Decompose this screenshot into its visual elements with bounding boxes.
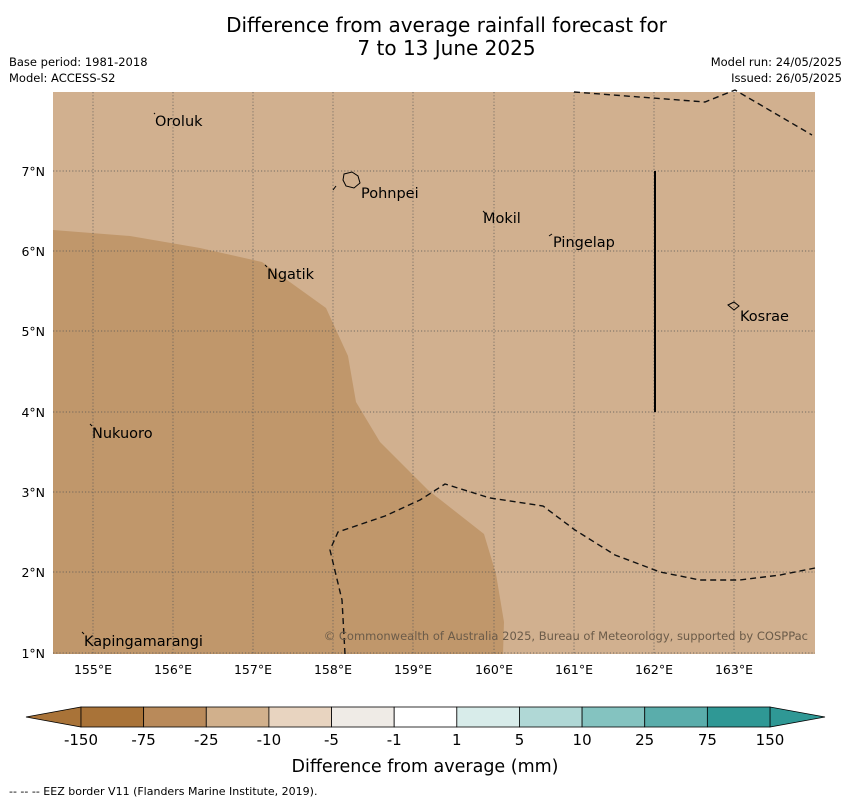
title-line-2: 7 to 13 June 2025 (357, 36, 536, 60)
colorbar-tick: -150 (64, 731, 98, 749)
colorbar-tick: 150 (756, 731, 785, 749)
colorbar-extend-low (25, 706, 82, 728)
lat-axis: 7°N 6°N 5°N 4°N 3°N 2°N 1°N (21, 164, 45, 661)
place-nukuoro: Nukuoro (92, 426, 153, 442)
colorbar-bin (80, 706, 145, 728)
colorbar-tick: -5 (324, 731, 339, 749)
rainfall-deficit-region (53, 230, 504, 654)
lon-label: 162°E (635, 662, 673, 677)
meta-right: Model run: 24/05/2025 Issued: 26/05/2025 (711, 54, 842, 86)
kapingamarangi-mark (81, 631, 85, 635)
pohnpei-island (342, 171, 361, 189)
lon-label: 160°E (475, 662, 513, 677)
lon-label: 163°E (715, 662, 753, 677)
meta-left: Base period: 1981-2018 Model: ACCESS-S2 (9, 54, 148, 86)
lat-label: 6°N (21, 244, 45, 259)
pingelap-mark (548, 233, 553, 237)
title-line-1: Difference from average rainfall forecas… (226, 13, 667, 37)
place-pingelap: Pingelap (553, 235, 615, 251)
copyright-notice: © Commonwealth of Australia 2025, Bureau… (324, 629, 808, 643)
colorbar-bin (519, 706, 583, 728)
lat-label: 7°N (21, 164, 45, 179)
colorbar-bin (644, 706, 708, 728)
kosrae-island (727, 301, 740, 311)
lon-label: 157°E (234, 662, 272, 677)
place-mokil: Mokil (483, 211, 521, 227)
lon-label: 161°E (555, 662, 593, 677)
lat-label: 4°N (21, 405, 45, 420)
lat-label: 1°N (21, 646, 45, 661)
lon-label: 156°E (154, 662, 192, 677)
colorbar-bin (393, 706, 458, 728)
lon-label: 158°E (314, 662, 352, 677)
nukuoro-mark (89, 423, 93, 427)
colorbar: -150 -75 -25 -10 -5 -1 1 5 10 25 75 150 … (25, 706, 826, 777)
lon-axis: 155°E 156°E 157°E 158°E 159°E 160°E 161°… (74, 662, 753, 677)
colorbar-label: Difference from average (mm) (291, 757, 558, 777)
colorbar-bin (268, 706, 332, 728)
model-name: Model: ACCESS-S2 (9, 71, 116, 85)
lon-label: 159°E (394, 662, 432, 677)
lat-label: 5°N (21, 324, 45, 339)
colorbar-bin (581, 706, 646, 728)
lon-label: 155°E (74, 662, 112, 677)
issued-date: Issued: 26/05/2025 (731, 71, 842, 85)
place-pohnpei: Pohnpei (361, 186, 419, 202)
islands (81, 112, 740, 635)
colorbar-tick: 5 (515, 731, 525, 749)
gridlines (53, 92, 815, 654)
colorbar-extend-high (769, 706, 826, 728)
ngatik-mark (264, 264, 268, 268)
ant-atoll (332, 185, 337, 191)
colorbar-tick: 75 (698, 731, 717, 749)
colorbar-bin (143, 706, 207, 728)
eez-borders (329, 89, 816, 655)
lat-label: 2°N (21, 565, 45, 580)
place-kosrae: Kosrae (740, 309, 789, 325)
colorbar-tick: -1 (387, 731, 402, 749)
colorbar-bin (331, 706, 395, 728)
mokil-mark (482, 210, 486, 214)
colorbar-tick: -10 (257, 731, 282, 749)
lat-label: 3°N (21, 485, 45, 500)
colorbar-tick: 10 (573, 731, 592, 749)
colorbar-tick: 1 (452, 731, 462, 749)
place-oroluk: Oroluk (155, 114, 203, 130)
chart-title: Difference from average rainfall forecas… (0, 14, 850, 60)
colorbar-tick: -25 (194, 731, 219, 749)
eez-footnote: -- -- -- EEZ border V11 (Flanders Marine… (9, 785, 318, 798)
colorbar-tick: -75 (131, 731, 156, 749)
place-kapingamarangi: Kapingamarangi (84, 634, 203, 650)
place-ngatik: Ngatik (267, 267, 315, 283)
model-run: Model run: 24/05/2025 (710, 55, 842, 69)
colorbar-tick: 25 (635, 731, 654, 749)
colorbar-bin (706, 706, 771, 728)
colorbar-bin (205, 706, 270, 728)
oroluk-mark (153, 112, 156, 115)
colorbar-bin (456, 706, 520, 728)
base-period: Base period: 1981-2018 (9, 55, 148, 69)
